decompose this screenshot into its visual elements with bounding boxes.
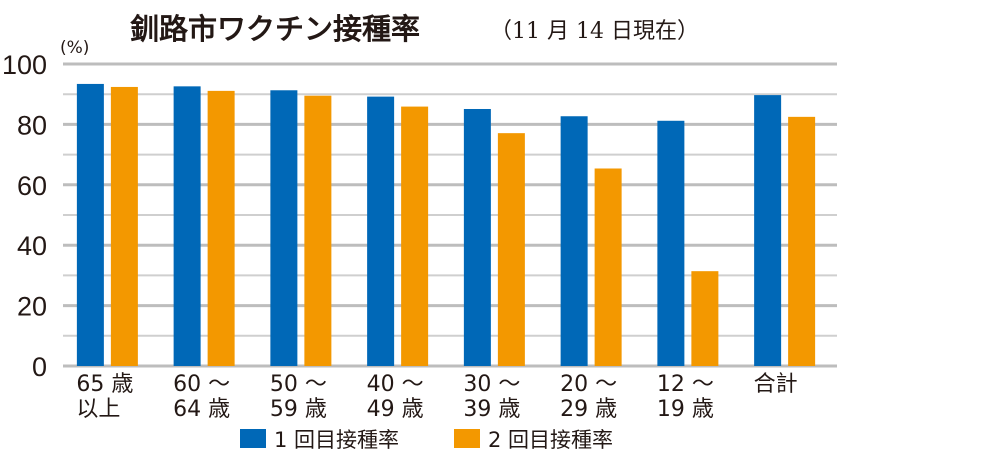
- x-tick-label: 12 ～: [657, 372, 714, 397]
- bar-second-dose: [110, 86, 138, 367]
- bar-first-dose: [76, 83, 104, 366]
- x-tick-label: 30 ～: [463, 372, 520, 397]
- bar-second-dose: [497, 133, 525, 366]
- x-tick-label: 49 歳: [367, 397, 424, 422]
- bar-first-dose: [754, 95, 782, 366]
- y-tick-label: 0: [32, 352, 47, 382]
- y-tick-label: 40: [17, 231, 47, 261]
- bar-first-dose: [367, 96, 395, 366]
- x-axis-ticks: 65 歳以上 60 ～64 歳 50 ～59 歳 40 ～49 歳 30 ～39 歳 20…: [76, 372, 797, 422]
- x-tick-label: 64 歳: [173, 397, 230, 422]
- bar-first-dose: [463, 108, 491, 367]
- x-tick-label: 以上: [76, 397, 120, 422]
- y-tick-label: 60: [17, 171, 47, 201]
- legend-label: 1 回目接種率: [274, 428, 399, 452]
- x-tick-label: 19 歳: [657, 397, 714, 422]
- x-tick-label: 40 ～: [367, 372, 424, 397]
- bar-second-dose: [691, 271, 719, 366]
- legend-swatch: [454, 429, 480, 448]
- y-tick-label: 80: [17, 110, 47, 140]
- bar-second-dose: [401, 106, 429, 366]
- x-tick-label: 65 歳: [76, 372, 133, 397]
- bar-first-dose: [173, 86, 201, 367]
- x-tick-label: 合計: [754, 372, 798, 397]
- x-tick-label: 60 ～: [173, 372, 230, 397]
- bar-second-dose: [304, 95, 332, 367]
- legend-swatch: [240, 429, 266, 448]
- bar-first-dose: [270, 90, 298, 367]
- x-tick-label: 59 歳: [270, 397, 327, 422]
- x-tick-label: 29 歳: [560, 397, 617, 422]
- y-tick-label: 100: [2, 50, 47, 80]
- bar-first-dose: [657, 120, 685, 366]
- legend: 1 回目接種率 2 回目接種率: [240, 428, 613, 452]
- x-tick-label: 39 歳: [463, 397, 520, 422]
- bars: [76, 83, 816, 367]
- chart-subtitle: （11 月 14 日現在）: [490, 19, 699, 44]
- x-tick-label: 50 ～: [270, 372, 327, 397]
- y-tick-label: 20: [17, 292, 47, 322]
- y-axis-unit-label: (%): [60, 38, 89, 58]
- bar-second-dose: [788, 116, 816, 366]
- bar-second-dose: [594, 168, 622, 366]
- bar-second-dose: [207, 90, 235, 367]
- legend-label: 2 回目接種率: [488, 428, 613, 452]
- bar-first-dose: [560, 116, 588, 366]
- x-tick-label: 20 ～: [560, 372, 617, 397]
- chart-title: 釧路市ワクチン接種率: [130, 12, 420, 46]
- y-axis-ticks: 0 20 40 60 80 100: [2, 50, 47, 382]
